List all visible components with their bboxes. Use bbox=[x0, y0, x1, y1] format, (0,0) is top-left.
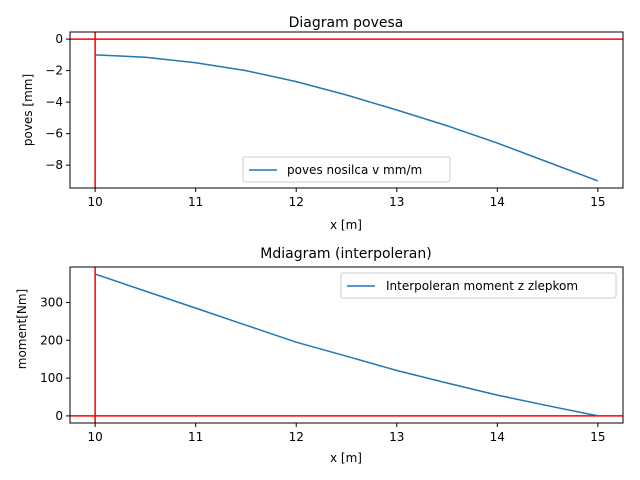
y-axis-label: moment[Nm] bbox=[15, 289, 29, 369]
legend-box bbox=[340, 272, 617, 299]
y-tick-label: 300 bbox=[40, 295, 63, 309]
x-tick-label: 11 bbox=[188, 195, 203, 209]
x-axis-ticks: 10 11 12 13 14 15 bbox=[87, 423, 606, 444]
series-line bbox=[94, 273, 599, 417]
plot-area bbox=[70, 32, 623, 188]
x-tick-label: 11 bbox=[188, 430, 203, 444]
x-tick-label: 12 bbox=[289, 430, 304, 444]
y-tick-label: −8 bbox=[45, 158, 63, 172]
x-axis-label: x [m] bbox=[330, 218, 362, 232]
y-tick-label: −6 bbox=[45, 127, 63, 141]
y-axis-label: poves [mm] bbox=[21, 74, 35, 146]
x-tick-label: 12 bbox=[289, 195, 304, 209]
x-tick-label: 13 bbox=[389, 195, 404, 209]
plot-frame bbox=[69, 31, 624, 189]
legend: poves nosilca v mm/m bbox=[242, 156, 451, 183]
x-tick-label: 15 bbox=[590, 195, 605, 209]
x-tick-label: 14 bbox=[490, 430, 505, 444]
plot-area bbox=[70, 267, 623, 423]
legend-box bbox=[242, 156, 451, 183]
x-tick-label: 15 bbox=[590, 430, 605, 444]
y-tick-label: −4 bbox=[45, 95, 63, 109]
chart-title: Diagram povesa bbox=[289, 15, 404, 31]
x-tick-label: 13 bbox=[389, 430, 404, 444]
x-axis-label: x [m] bbox=[330, 451, 362, 465]
y-tick-label: −2 bbox=[45, 64, 63, 78]
y-tick-label: 0 bbox=[55, 32, 63, 46]
y-axis-ticks: −8 −6 −4 −2 0 bbox=[45, 32, 70, 172]
x-axis-ticks: 10 11 12 13 14 15 bbox=[87, 188, 606, 209]
y-tick-label: 200 bbox=[40, 333, 63, 347]
plot-frame bbox=[69, 266, 624, 424]
legend-label: poves nosilca v mm/m bbox=[287, 163, 422, 177]
legend: Interpoleran moment z zlepkom bbox=[340, 272, 617, 299]
y-tick-label: 0 bbox=[55, 409, 63, 423]
chart-title: Mdiagram (interpoleran) bbox=[260, 246, 431, 262]
x-tick-label: 10 bbox=[87, 430, 102, 444]
y-axis-ticks: 0 100 200 300 bbox=[40, 295, 70, 423]
x-tick-label: 14 bbox=[490, 195, 505, 209]
chart-moment: Mdiagram (interpoleran) 10 11 12 13 14 15 0 10… bbox=[15, 246, 624, 465]
series-line bbox=[95, 54, 599, 182]
chart-deflection: Diagram povesa 10 11 12 13 14 15 −8 −6 −4 −2 0 x … bbox=[21, 15, 624, 232]
legend-label: Interpoleran moment z zlepkom bbox=[386, 279, 578, 293]
x-tick-label: 10 bbox=[87, 195, 102, 209]
y-tick-label: 100 bbox=[40, 371, 63, 385]
